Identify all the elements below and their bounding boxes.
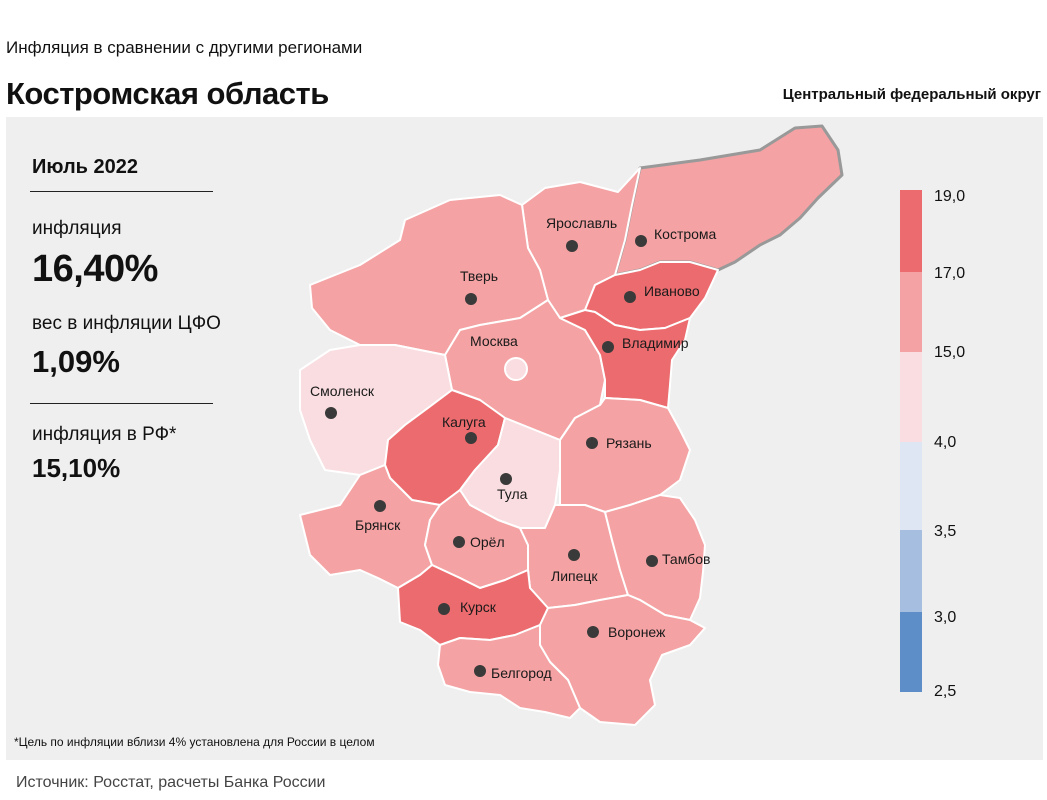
legend-tick-4: 4,0 [934, 434, 956, 451]
belgorod-label: Белгород [491, 665, 552, 681]
yaroslavl-marker [566, 240, 578, 252]
bryansk-marker [374, 500, 386, 512]
inflation-value: 16,40% [32, 248, 158, 290]
chart-subtitle: Инфляция в сравнении с другими регионами [6, 38, 363, 57]
tula-marker [500, 473, 512, 485]
tambov-label: Тамбов [662, 551, 710, 567]
kursk-label: Курск [460, 599, 497, 615]
color-legend: 19,0 17,0 15,0 4,0 3,5 3,0 2,5 [900, 188, 965, 700]
bryansk-label: Брянск [355, 517, 401, 533]
rf-inflation-value: 15,10% [32, 453, 121, 483]
kaluga-label: Калуга [442, 414, 486, 430]
region-vladimir[interactable] [559, 309, 691, 409]
legend-band-25-3 [900, 612, 922, 692]
voronezh-marker [587, 626, 599, 638]
ivanovo-marker [624, 291, 636, 303]
kostroma-marker [635, 235, 647, 247]
ivanovo-label: Иваново [644, 283, 700, 299]
voronezh-label: Воронеж [608, 624, 666, 640]
tver-label: Тверь [460, 268, 498, 284]
legend-band-3-35 [900, 530, 922, 612]
rf-inflation-label: инфляция в РФ* [32, 424, 177, 445]
ryazan-label: Рязань [606, 435, 652, 451]
region-ryazan[interactable] [559, 397, 691, 513]
legend-tick-3: 3,0 [934, 609, 956, 626]
legend-band-4-15 [900, 352, 922, 442]
smolensk-marker [325, 407, 337, 419]
district-label: Центральный федеральный округ [782, 86, 1041, 103]
orel-label: Орёл [470, 534, 505, 550]
legend-tick-17: 17,0 [934, 265, 965, 282]
inflation-label: инфляция [32, 218, 122, 239]
period-label: Июль 2022 [32, 156, 139, 178]
legend-band-35-4 [900, 442, 922, 530]
divider-bottom [30, 403, 213, 404]
tula-label: Тула [497, 486, 528, 502]
footnote: *Цель по инфляции вблизи 4% установлена … [14, 735, 375, 749]
moscow-city[interactable] [504, 357, 528, 381]
weight-label: вес в инфляции ЦФО [32, 313, 221, 334]
legend-tick-15: 15,0 [934, 344, 965, 361]
legend-band-15-17 [900, 272, 922, 352]
vladimir-marker [602, 341, 614, 353]
region-title: Костромская область [6, 76, 329, 111]
kaluga-marker [465, 432, 477, 444]
moscow-label: Москва [470, 333, 518, 349]
tambov-marker [646, 555, 658, 567]
legend-band-17-19 [900, 190, 922, 272]
kursk-marker [438, 603, 450, 615]
lipetsk-label: Липецк [551, 568, 598, 584]
legend-tick-35: 3,5 [934, 523, 956, 540]
belgorod-marker [474, 665, 486, 677]
kostroma-label: Кострома [654, 226, 717, 242]
region-kostroma[interactable] [613, 124, 844, 277]
ryazan-marker [586, 437, 598, 449]
legend-tick-25: 2,5 [934, 683, 956, 700]
smolensk-label: Смоленск [310, 383, 375, 399]
vladimir-label: Владимир [622, 335, 689, 351]
lipetsk-marker [568, 549, 580, 561]
tver-marker [465, 293, 477, 305]
source-note: Источник: Росстат, расчеты Банка России [16, 774, 326, 791]
legend-tick-19: 19,0 [934, 188, 965, 205]
divider-top [30, 191, 213, 192]
orel-marker [453, 536, 465, 548]
region-belgorod[interactable] [437, 624, 581, 719]
yaroslavl-label: Ярославль [546, 215, 617, 231]
weight-value: 1,09% [32, 344, 120, 379]
